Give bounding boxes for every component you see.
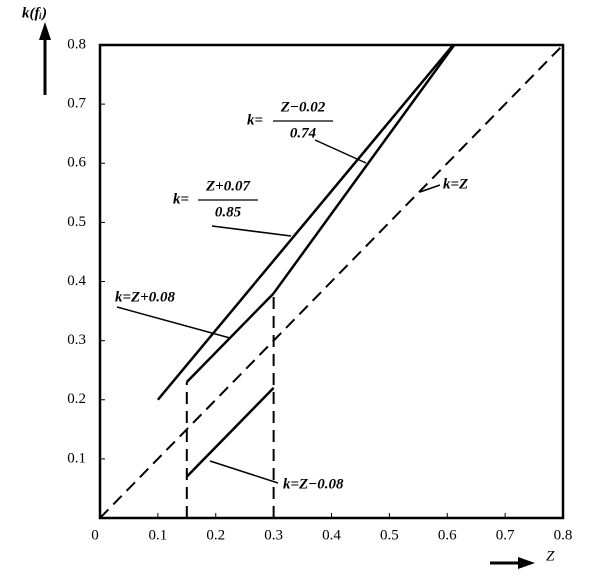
y-tick-label: 0.6 <box>67 155 86 171</box>
x-tick-label: 0.4 <box>322 527 341 543</box>
leader-line <box>419 184 441 193</box>
y-tick-label: 0.1 <box>67 450 86 466</box>
y-arrow-head <box>39 22 51 40</box>
x-axis-label: Z <box>546 548 555 564</box>
annotation: k=Z−0.08 <box>283 476 344 492</box>
annotation-numerator: Z−0.02 <box>280 99 326 115</box>
annotation: k=Z <box>443 176 468 192</box>
annotation-denominator: 0.85 <box>215 204 242 220</box>
x-tick-label: 0.3 <box>264 527 283 543</box>
x-tick-label: 0.2 <box>206 527 225 543</box>
series-line <box>272 44 456 295</box>
leader-line <box>314 139 367 164</box>
x-tick-label: 0.7 <box>496 527 515 543</box>
leader-line <box>209 460 279 484</box>
x-tick-label: 0 <box>91 527 99 543</box>
leader-line <box>116 306 231 339</box>
leader-line <box>211 225 292 237</box>
y-tick-label: 0.3 <box>67 332 86 348</box>
x-tick-label: 0.1 <box>149 527 168 543</box>
series-line <box>185 387 275 478</box>
annotation-numerator: Z+0.07 <box>205 178 250 194</box>
y-tick-label: 0.4 <box>67 273 86 289</box>
x-tick-label: 0.5 <box>380 527 399 543</box>
y-tick-label: 0.2 <box>67 391 86 407</box>
x-tick-label: 0.6 <box>438 527 457 543</box>
annotation-denominator: 0.74 <box>290 125 317 141</box>
y-axis-label: k(fᵢ) <box>22 5 47 21</box>
x-arrow-head <box>518 557 535 569</box>
x-tick-label: 0.8 <box>554 527 573 543</box>
y-tick-label: 0.5 <box>67 214 86 230</box>
series-line <box>185 292 275 383</box>
y-tick-label: 0.7 <box>67 96 86 112</box>
annotation-prefix: k= <box>247 112 263 128</box>
series-line <box>99 44 564 519</box>
annotation-prefix: k= <box>173 191 189 207</box>
y-tick-label: 0.8 <box>67 36 86 52</box>
series-line <box>156 44 454 401</box>
annotation: k=Z+0.08 <box>115 289 176 305</box>
